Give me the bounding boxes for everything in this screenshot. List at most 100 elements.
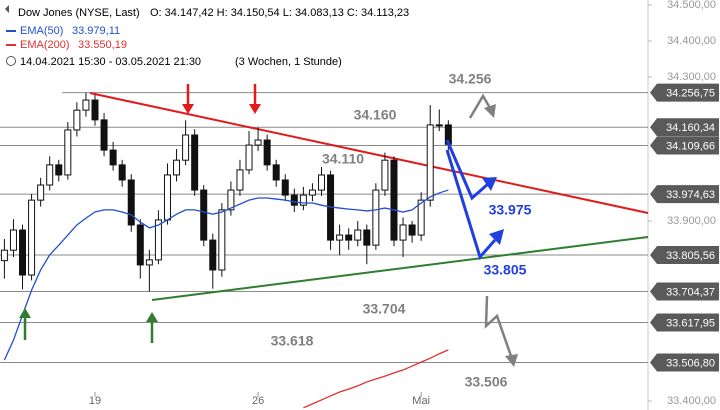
annotation: 33.618 — [271, 333, 314, 349]
level-label: 34.109,66 — [666, 140, 715, 152]
level-label: 33.805,56 — [666, 250, 715, 262]
level-box — [650, 313, 719, 332]
candle-body — [209, 239, 217, 271]
arrows — [19, 84, 518, 367]
y-tick-label: 33.400,00 — [667, 395, 716, 407]
x-tick-label: 26 — [252, 395, 264, 407]
ema-line — [3, 189, 449, 361]
legend: Dow Jones (NYSE, Last) O: 34.147,42 H: 3… — [0, 0, 420, 72]
annotation: 33.704 — [363, 301, 406, 317]
period: 14.04.2021 15:30 - 03.05.2021 21:30 — [20, 56, 201, 68]
y-tick-label: 34.400,00 — [667, 35, 716, 47]
candle-body — [100, 119, 108, 151]
y-axis: 34.500,00 34.400,00 34.300,00 33.900,00 33.4… — [648, 0, 716, 407]
annotation: 33.975 — [489, 202, 532, 218]
resistance-line — [89, 92, 649, 214]
ema-line — [303, 349, 449, 409]
candle-body — [299, 194, 307, 206]
blue-arrows — [445, 139, 504, 260]
level-box — [650, 136, 719, 155]
period-note: (3 Wochen, 1 Stunde) — [235, 56, 342, 68]
candle-body — [417, 199, 425, 236]
candle-body — [236, 169, 244, 191]
x-tick-label: Mai — [412, 395, 430, 407]
clock-icon — [6, 56, 16, 66]
candle-body — [154, 219, 162, 261]
candle-body — [254, 139, 262, 146]
candle-body — [173, 159, 181, 176]
legend-value: 33.979,11 — [72, 25, 120, 37]
level-box — [650, 282, 719, 301]
green-arrows — [19, 308, 158, 343]
annotation: 34.110 — [322, 151, 364, 167]
candle-body — [28, 199, 36, 276]
candle-body — [46, 164, 54, 186]
levels: 34.256,75 34.160,34 34.109,66 33.974,63 33.8… — [0, 83, 719, 372]
red-arrows — [182, 84, 261, 114]
candle-body — [272, 164, 280, 181]
gray-arrows — [468, 93, 518, 367]
candle-body — [426, 124, 434, 201]
candle-body — [82, 99, 90, 111]
candle-body — [19, 229, 27, 276]
candle-body — [308, 189, 316, 196]
chart-subtitle: O: 34.147,42 H: 34.150,54 L: 34.083,13 C… — [150, 7, 409, 19]
y-tick-label: 34.500,00 — [667, 0, 716, 11]
candle-body — [136, 224, 144, 266]
candle-body — [354, 229, 362, 241]
candle-body — [118, 164, 126, 181]
candle-body — [336, 234, 344, 241]
candle-body — [182, 134, 190, 161]
candle-body — [55, 164, 63, 176]
candle-body — [345, 234, 353, 241]
candle-body — [263, 139, 271, 166]
candle-body — [318, 174, 325, 191]
candle-body — [399, 224, 407, 241]
legend-box — [0, 0, 420, 72]
candle-body — [200, 189, 208, 241]
candle-body — [127, 179, 135, 226]
candle-body — [245, 144, 253, 171]
candle-body — [290, 194, 298, 206]
candle-body — [435, 124, 443, 127]
level-label: 34.256,75 — [666, 88, 715, 100]
level-box — [650, 185, 719, 204]
annotation: 34.160 — [354, 107, 397, 123]
candle-body — [0, 249, 8, 262]
candle-body — [390, 159, 398, 241]
level-box — [650, 246, 719, 265]
level-box — [650, 118, 719, 137]
candle-body — [408, 224, 416, 236]
x-tick-label: 19 — [89, 395, 101, 407]
annotation: 34.256 — [449, 71, 492, 87]
candle-body — [91, 99, 99, 121]
candle-body — [64, 129, 72, 176]
annotations: 34.256 34.160 34.110 33.975 33.805 33.704 33.6… — [271, 71, 532, 390]
y-tick-label: 34.300,00 — [667, 71, 716, 83]
legend-value: 33.550,19 — [78, 39, 127, 51]
level-label: 33.704,37 — [666, 286, 715, 298]
level-label: 33.974,63 — [666, 189, 715, 201]
candle-body — [281, 179, 289, 196]
indicator-lines — [3, 189, 449, 409]
candle-body — [163, 174, 171, 221]
support-line — [151, 236, 649, 301]
candle-body — [227, 189, 235, 211]
candle-body — [381, 159, 389, 191]
axis-area — [648, 0, 720, 410]
level-label: 34.160,34 — [666, 122, 715, 134]
candle-body — [9, 229, 17, 251]
y-tick-label: 33.900,00 — [667, 215, 716, 227]
candle-body — [218, 209, 226, 271]
legend-label: EMA(200) — [20, 39, 70, 51]
annotation: 33.805 — [484, 262, 527, 278]
candle-body — [372, 189, 380, 246]
legend-icon — [5, 5, 9, 13]
x-axis: 19 26 Mai — [89, 392, 430, 407]
level-box — [650, 353, 719, 372]
level-label: 33.506,80 — [666, 357, 715, 369]
annotation: 33.506 — [465, 374, 508, 390]
candle-body — [37, 184, 45, 201]
candle-body — [191, 134, 199, 191]
